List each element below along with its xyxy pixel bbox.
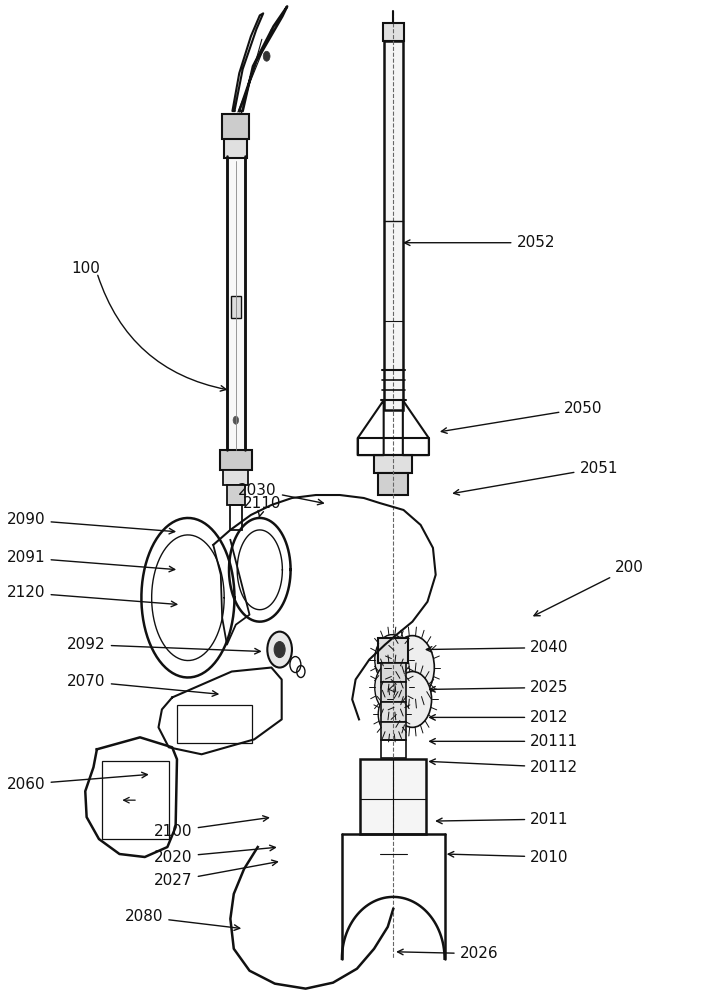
Text: 2010: 2010	[448, 850, 569, 865]
Bar	[177, 705, 252, 743]
Text: 20111: 20111	[429, 734, 578, 749]
Bar	[227, 156, 245, 450]
Circle shape	[268, 632, 292, 668]
Bar	[381, 740, 406, 758]
Text: 2100: 2100	[154, 816, 268, 839]
Bar	[378, 638, 408, 663]
Text: 2080: 2080	[125, 909, 240, 930]
Bar	[381, 702, 406, 722]
Bar	[381, 682, 406, 702]
Bar	[378, 473, 408, 495]
Bar	[360, 759, 426, 834]
Text: 2040: 2040	[427, 640, 569, 655]
Bar	[374, 455, 413, 473]
Text: 2025: 2025	[429, 680, 569, 695]
Text: 2052: 2052	[404, 235, 555, 250]
Text: 2020: 2020	[154, 845, 275, 865]
Text: 2091: 2091	[7, 550, 175, 572]
Text: 2027: 2027	[154, 860, 277, 888]
Text: 2110: 2110	[243, 496, 282, 517]
Text: 2120: 2120	[7, 585, 177, 607]
Text: 2092: 2092	[67, 637, 260, 654]
Circle shape	[233, 416, 239, 424]
Text: 2030: 2030	[238, 483, 323, 505]
Bar	[381, 663, 406, 682]
Text: 2050: 2050	[441, 401, 603, 433]
Text: 100: 100	[71, 261, 100, 276]
Text: 200: 200	[534, 560, 644, 616]
Circle shape	[375, 635, 409, 684]
Bar	[223, 470, 249, 485]
Bar	[227, 485, 245, 505]
Text: 2090: 2090	[7, 512, 175, 534]
Bar	[384, 41, 403, 410]
Bar	[381, 722, 406, 740]
Bar	[220, 450, 252, 470]
Text: 2011: 2011	[436, 812, 569, 827]
Text: 20112: 20112	[429, 759, 578, 775]
Bar	[101, 761, 169, 839]
Circle shape	[394, 672, 432, 727]
Bar	[383, 23, 404, 41]
Circle shape	[391, 636, 434, 699]
Text: 2012: 2012	[429, 710, 569, 725]
Text: 2060: 2060	[7, 772, 147, 792]
Bar	[231, 296, 241, 318]
Bar	[222, 114, 249, 139]
Circle shape	[263, 51, 270, 61]
Circle shape	[274, 642, 285, 658]
Text: 2051: 2051	[453, 461, 618, 495]
Text: 2070: 2070	[68, 674, 218, 696]
Bar	[225, 136, 247, 158]
Text: 2026: 2026	[398, 946, 498, 961]
Circle shape	[378, 694, 406, 734]
Bar	[230, 505, 242, 530]
Circle shape	[375, 663, 409, 712]
